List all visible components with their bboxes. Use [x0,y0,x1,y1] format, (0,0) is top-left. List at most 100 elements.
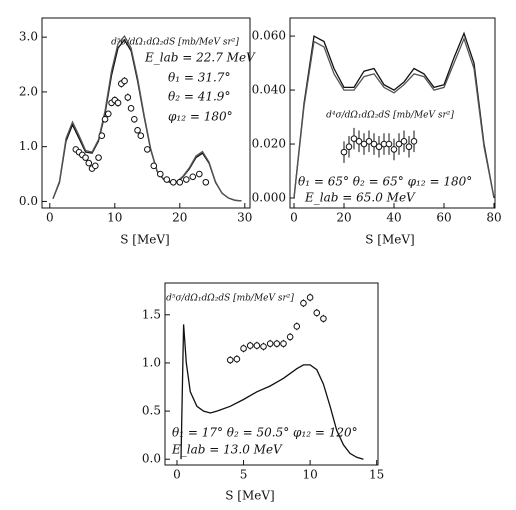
data-point [157,170,164,178]
data-point [370,140,378,148]
x-axis-label: S [MeV] [120,233,169,247]
data-point [253,342,261,349]
data-point [260,343,267,350]
x-tick-label: 15 [369,468,384,482]
data-point [163,176,171,183]
y-tick-label: 0.000 [252,191,286,205]
panel: 0 20 40 60 80 0.000 0.020 0.040 0.060 [252,17,502,225]
data-point [246,342,254,349]
plot-frame [289,17,496,209]
data-point [150,162,158,170]
y-axis-label: d⁴σ/dΩ₁dΩ₂dS [mb/MeV sr²] [326,111,454,121]
y-tick-label: 1.0 [142,355,161,369]
data-point [390,146,398,153]
annotation: E_lab = 13.0 MeV [171,443,283,457]
panel: 0 10 20 30 0.0 1.0 2.0 3.0 [19,17,252,225]
data-point [350,135,358,142]
data-point [95,154,102,161]
data-point [395,140,403,148]
y-tick-label: 1.0 [19,139,38,153]
data-point [405,143,413,151]
data-point [196,170,203,178]
data-point [266,340,274,347]
data-point [410,138,418,145]
y-tick-label: 0.020 [252,137,286,151]
data-point [98,132,106,140]
data-point [240,345,247,352]
x-tick-label: 30 [237,211,252,225]
data-point [92,162,99,170]
y-axis-label: d⁵σ/dΩ₁dΩ₂dS [mb/MeV sr²] [166,294,294,304]
data-point [340,148,348,156]
x-tick-label: 60 [436,211,451,225]
data-point [82,154,89,161]
data-point [313,309,321,317]
annotation: θ₁ = 31.7° [168,71,230,85]
annotation: θ₁ = 17° θ₂ = 50.5° φ₁₂ = 120° [172,426,358,440]
annotation: θ₁ = 65° θ₂ = 65° φ₁₂ = 180° [298,175,472,189]
y-tick-label: 0.060 [252,29,286,43]
annotation: φ₁₂ = 180° [168,110,233,124]
x-tick-label: 10 [107,211,122,225]
curve [180,324,364,460]
data-point [85,159,93,167]
x-tick-label: 5 [240,468,248,482]
data-point [345,143,353,151]
x-tick-label: 20 [172,211,187,225]
data-point [121,77,128,85]
data-point [189,173,197,181]
y-tick-label: 2.0 [19,84,38,98]
data-point [183,176,190,183]
data-point [280,340,287,347]
data-point [375,143,383,151]
data-point [134,126,141,134]
x-tick-label: 40 [386,211,401,225]
data-point [385,140,393,148]
data-point [114,99,122,107]
annotation: E_lab = 22.7 MeV [144,51,256,65]
data-point [306,294,314,301]
data-point [105,110,112,118]
plot-frame [41,17,251,209]
curve [293,31,495,199]
data-point [170,178,177,186]
data-point [131,115,138,123]
data-point [293,323,301,330]
x-tick-label: 0 [290,211,298,225]
y-tick-label: 1.5 [142,307,161,321]
y-tick-label: 0.0 [142,452,161,466]
x-axis-label: S [MeV] [365,233,414,247]
plot-frame [164,282,379,466]
data-point [202,178,210,186]
x-tick-label: 80 [486,211,501,225]
data-point [144,146,151,153]
y-axis-label: d⁵σ/dΩ₁dΩ₂dS [mb/MeV sr²] [111,38,239,48]
x-tick-label: 0 [46,211,54,225]
annotation: E_lab = 65.0 MeV [304,191,416,205]
data-point [286,333,294,341]
data-point [127,105,135,112]
data-point [124,94,132,101]
data-point [300,299,307,307]
x-tick-label: 10 [302,468,317,482]
data-point [226,356,234,364]
data-point [176,178,184,186]
data-point [273,340,281,347]
data-point [233,355,241,363]
data-point [355,138,363,145]
data-point [365,138,373,145]
annotation: θ₂ = 41.9° [168,90,230,104]
data-point [360,140,368,148]
x-tick-label: 0 [173,468,181,482]
data-point [137,132,145,140]
y-tick-label: 0.0 [19,194,38,208]
data-point [400,138,408,145]
curve [293,36,495,199]
panel: 0 5 10 15 0.0 0.5 1.0 1.5 [142,282,384,482]
y-tick-label: 3.0 [19,30,38,44]
y-tick-label: 0.5 [142,404,161,418]
x-axis-label: S [MeV] [225,489,274,503]
x-tick-label: 20 [336,211,351,225]
y-tick-label: 0.040 [252,83,286,97]
